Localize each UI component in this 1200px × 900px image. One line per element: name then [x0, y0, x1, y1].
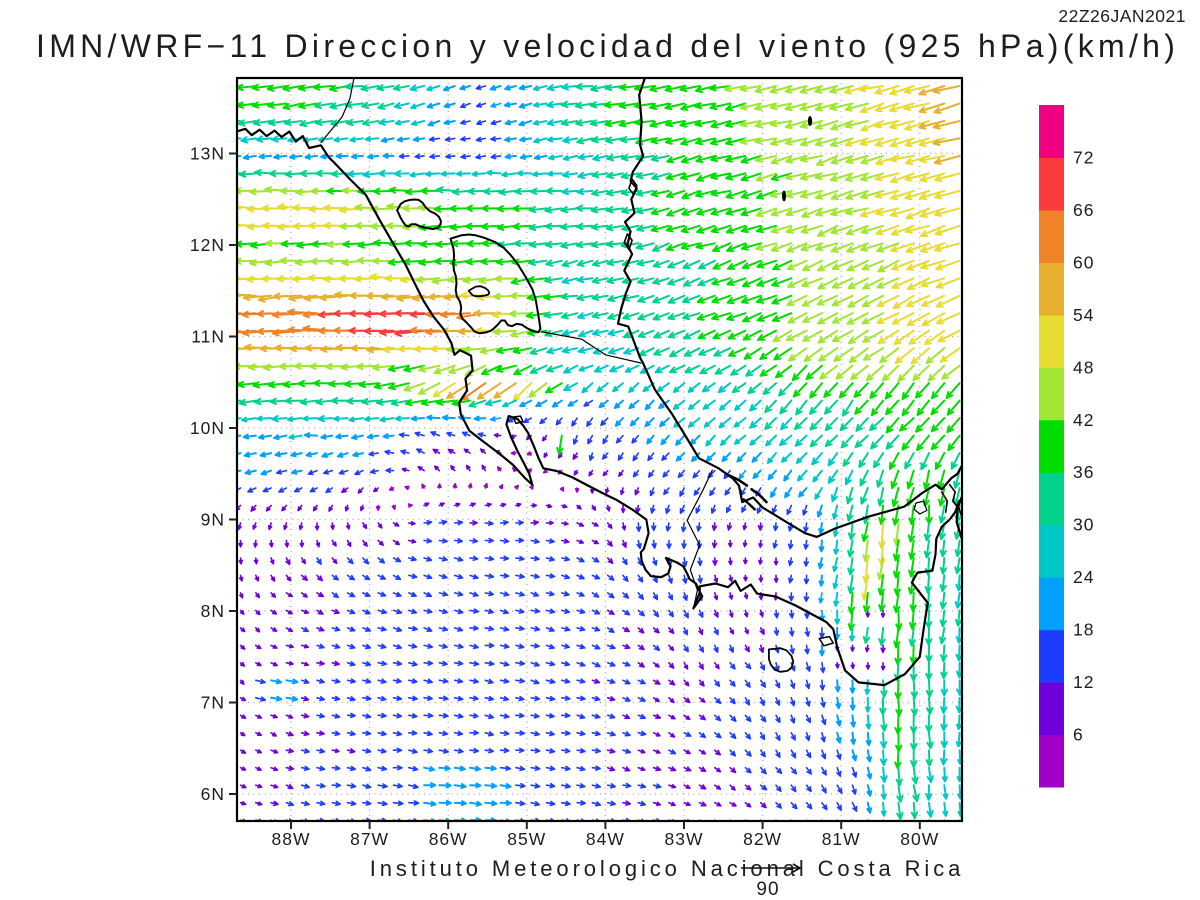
svg-text:86W: 86W: [429, 829, 468, 849]
svg-text:82W: 82W: [743, 829, 782, 849]
svg-text:54: 54: [1073, 305, 1094, 325]
svg-text:7N: 7N: [201, 693, 225, 713]
svg-text:13N: 13N: [190, 144, 225, 164]
svg-text:80W: 80W: [900, 829, 939, 849]
svg-text:6N: 6N: [201, 784, 225, 804]
svg-text:22Z26JAN2021: 22Z26JAN2021: [1058, 6, 1186, 26]
svg-text:24: 24: [1073, 567, 1094, 587]
svg-text:87W: 87W: [350, 829, 389, 849]
svg-text:36: 36: [1073, 462, 1094, 482]
svg-text:81W: 81W: [822, 829, 861, 849]
svg-text:18: 18: [1073, 620, 1094, 640]
svg-text:84W: 84W: [586, 829, 625, 849]
svg-text:42: 42: [1073, 410, 1094, 430]
svg-text:11N: 11N: [191, 327, 225, 347]
svg-text:60: 60: [1073, 252, 1094, 272]
svg-text:12: 12: [1073, 672, 1094, 692]
svg-text:72: 72: [1073, 148, 1094, 168]
svg-text:88W: 88W: [272, 829, 311, 849]
svg-text:85W: 85W: [507, 829, 546, 849]
svg-text:Instituto Meteorologico Nacion: Instituto Meteorologico Nacional Costa R…: [370, 856, 964, 881]
svg-text:12N: 12N: [190, 235, 225, 255]
svg-text:IMN/WRF−11 Direccion y velocid: IMN/WRF−11 Direccion y velocidad del vie…: [36, 28, 1179, 64]
svg-text:30: 30: [1073, 515, 1094, 535]
svg-text:90: 90: [756, 879, 779, 900]
svg-text:48: 48: [1073, 357, 1094, 377]
svg-text:83W: 83W: [665, 829, 704, 849]
svg-text:66: 66: [1073, 200, 1094, 220]
svg-text:8N: 8N: [201, 601, 225, 621]
svg-text:10N: 10N: [190, 418, 225, 438]
svg-text:9N: 9N: [201, 510, 225, 530]
svg-text:6: 6: [1073, 725, 1084, 745]
